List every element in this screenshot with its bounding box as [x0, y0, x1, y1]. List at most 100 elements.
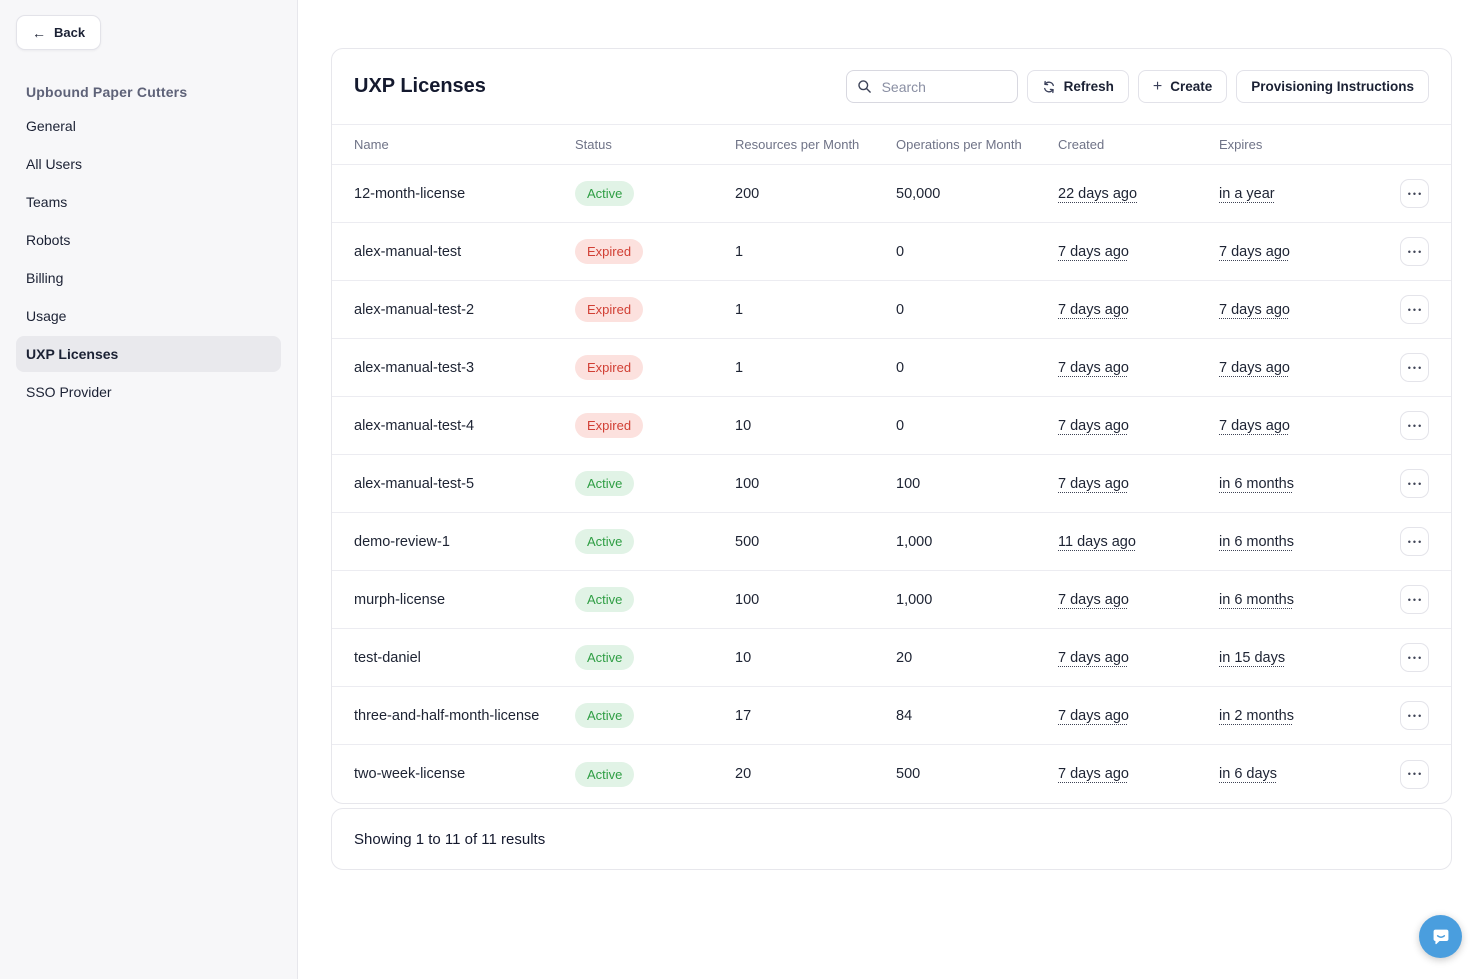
table-row: alex-manual-test-2 Expired 1 0 7 days ag…: [332, 281, 1451, 339]
cell-operations: 0: [896, 417, 905, 434]
cell-created[interactable]: 7 days ago: [1058, 766, 1129, 782]
cell-expires[interactable]: in 6 months: [1219, 533, 1294, 550]
status-badge: Expired: [575, 355, 644, 380]
cell-expires[interactable]: 7 days ago: [1219, 243, 1290, 260]
refresh-button[interactable]: Refresh: [1026, 70, 1129, 103]
search-box: [845, 70, 1018, 103]
column-header-status: Status: [575, 137, 612, 152]
row-actions-button[interactable]: •••: [1400, 411, 1429, 440]
table-row: alex-manual-test-4 Expired 10 0 7 days a…: [332, 397, 1451, 455]
table-row: demo-review-1 Active 500 1,000 11 days a…: [332, 513, 1451, 571]
table-row: two-week-license Active 20 500 7 days ag…: [332, 745, 1451, 803]
cell-name: alex-manual-test-5: [354, 475, 475, 492]
cell-expires[interactable]: in 6 months: [1219, 475, 1294, 492]
table-header: Name Status Resources per Month Operatio…: [332, 124, 1451, 165]
status-badge: Active: [575, 587, 635, 612]
cell-resources: 500: [735, 533, 760, 550]
row-actions-button[interactable]: •••: [1400, 759, 1429, 789]
cell-operations: 50,000: [896, 185, 941, 202]
sidebar-item-usage[interactable]: Usage: [26, 308, 67, 324]
cell-name: alex-manual-test-4: [354, 417, 475, 434]
cell-resources: 10: [735, 417, 752, 434]
ellipsis-icon: •••: [1407, 710, 1424, 721]
cell-created[interactable]: 7 days ago: [1058, 475, 1129, 492]
cell-created[interactable]: 22 days ago: [1058, 185, 1138, 202]
ellipsis-icon: •••: [1407, 420, 1424, 431]
row-actions-button[interactable]: •••: [1400, 469, 1429, 498]
row-actions-button[interactable]: •••: [1400, 527, 1429, 556]
cell-resources: 17: [735, 707, 752, 724]
cell-expires[interactable]: 7 days ago: [1219, 417, 1290, 434]
chat-launcher-button[interactable]: [1419, 915, 1462, 958]
cell-created[interactable]: 7 days ago: [1058, 707, 1129, 724]
cell-name: 12-month-license: [354, 185, 466, 202]
cell-resources: 1: [735, 359, 744, 376]
cell-expires[interactable]: in 2 months: [1219, 707, 1294, 724]
create-button[interactable]: + Create: [1137, 70, 1228, 103]
cell-created[interactable]: 7 days ago: [1058, 417, 1129, 434]
sidebar-item-all-users[interactable]: All Users: [26, 156, 83, 172]
table-row: alex-manual-test-3 Expired 1 0 7 days ag…: [332, 339, 1451, 397]
sidebar-item-billing[interactable]: Billing: [26, 270, 64, 286]
provisioning-button-label: Provisioning Instructions: [1251, 79, 1414, 94]
card-header: UXP Licenses Refresh: [332, 49, 1451, 124]
cell-operations: 0: [896, 359, 905, 376]
ellipsis-icon: •••: [1407, 652, 1424, 663]
cell-created[interactable]: 7 days ago: [1058, 649, 1129, 666]
cell-resources: 1: [735, 301, 744, 318]
cell-created[interactable]: 7 days ago: [1058, 243, 1129, 260]
status-badge: Expired: [575, 413, 644, 438]
row-actions-button[interactable]: •••: [1400, 353, 1429, 382]
cell-expires[interactable]: in 6 months: [1219, 591, 1294, 608]
ellipsis-icon: •••: [1407, 362, 1424, 373]
cell-expires[interactable]: in a year: [1219, 185, 1275, 202]
provisioning-instructions-button[interactable]: Provisioning Instructions: [1236, 70, 1429, 103]
licenses-card: UXP Licenses Refresh: [331, 48, 1452, 804]
row-actions-button[interactable]: •••: [1400, 295, 1429, 324]
cell-resources: 10: [735, 649, 752, 666]
column-header-operations: Operations per Month: [896, 137, 1022, 152]
cell-operations: 0: [896, 243, 905, 260]
search-input[interactable]: [879, 77, 1007, 96]
cell-created[interactable]: 7 days ago: [1058, 359, 1129, 376]
table-row: three-and-half-month-license Active 17 8…: [332, 687, 1451, 745]
cell-resources: 100: [735, 475, 760, 492]
sidebar-item-general[interactable]: General: [26, 118, 76, 134]
row-actions-button[interactable]: •••: [1400, 643, 1429, 672]
cell-name: alex-manual-test: [354, 243, 462, 260]
plus-icon: +: [1152, 77, 1163, 95]
row-actions-button[interactable]: •••: [1400, 585, 1429, 614]
cell-name: alex-manual-test-2: [354, 301, 475, 318]
table-row: alex-manual-test Expired 1 0 7 days ago …: [332, 223, 1451, 281]
ellipsis-icon: •••: [1407, 478, 1424, 489]
cell-created[interactable]: 7 days ago: [1058, 591, 1129, 608]
cell-expires[interactable]: 7 days ago: [1219, 359, 1290, 376]
cell-name: three-and-half-month-license: [354, 707, 540, 724]
results-count: Showing 1 to 11 of 11 results: [354, 830, 546, 848]
sidebar: ← Back Upbound Paper Cutters General All …: [0, 0, 298, 979]
status-badge: Active: [575, 529, 635, 554]
row-actions-button[interactable]: •••: [1400, 179, 1429, 208]
cell-name: alex-manual-test-3: [354, 359, 475, 376]
sidebar-item-robots[interactable]: Robots: [26, 232, 71, 248]
back-button[interactable]: ← Back: [16, 15, 102, 50]
cell-expires[interactable]: 7 days ago: [1219, 301, 1290, 318]
ellipsis-icon: •••: [1407, 304, 1424, 315]
cell-name: test-daniel: [354, 649, 421, 666]
back-arrow-icon: ←: [32, 24, 46, 41]
cell-created[interactable]: 7 days ago: [1058, 301, 1129, 318]
cell-expires[interactable]: in 15 days: [1219, 649, 1286, 666]
row-actions-button[interactable]: •••: [1400, 237, 1429, 266]
column-header-expires: Expires: [1219, 137, 1263, 152]
cell-expires[interactable]: in 6 days: [1219, 766, 1278, 782]
ellipsis-icon: •••: [1407, 188, 1424, 199]
sidebar-item-sso-provider[interactable]: SSO Provider: [26, 384, 112, 400]
sidebar-item-teams[interactable]: Teams: [26, 194, 68, 210]
cell-created[interactable]: 11 days ago: [1058, 533, 1136, 550]
ellipsis-icon: •••: [1407, 246, 1424, 257]
column-header-name: Name: [354, 137, 389, 152]
row-actions-button[interactable]: •••: [1400, 701, 1429, 730]
sidebar-item-uxp-licenses[interactable]: UXP Licenses: [16, 336, 281, 372]
cell-resources: 20: [735, 766, 752, 782]
status-badge: Active: [575, 645, 635, 670]
